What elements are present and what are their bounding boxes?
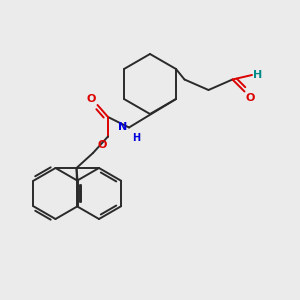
Text: H: H bbox=[133, 133, 141, 143]
Text: H: H bbox=[254, 70, 263, 80]
Text: O: O bbox=[97, 140, 106, 149]
Text: N: N bbox=[118, 122, 128, 133]
Text: O: O bbox=[87, 94, 96, 103]
Text: O: O bbox=[246, 93, 255, 103]
